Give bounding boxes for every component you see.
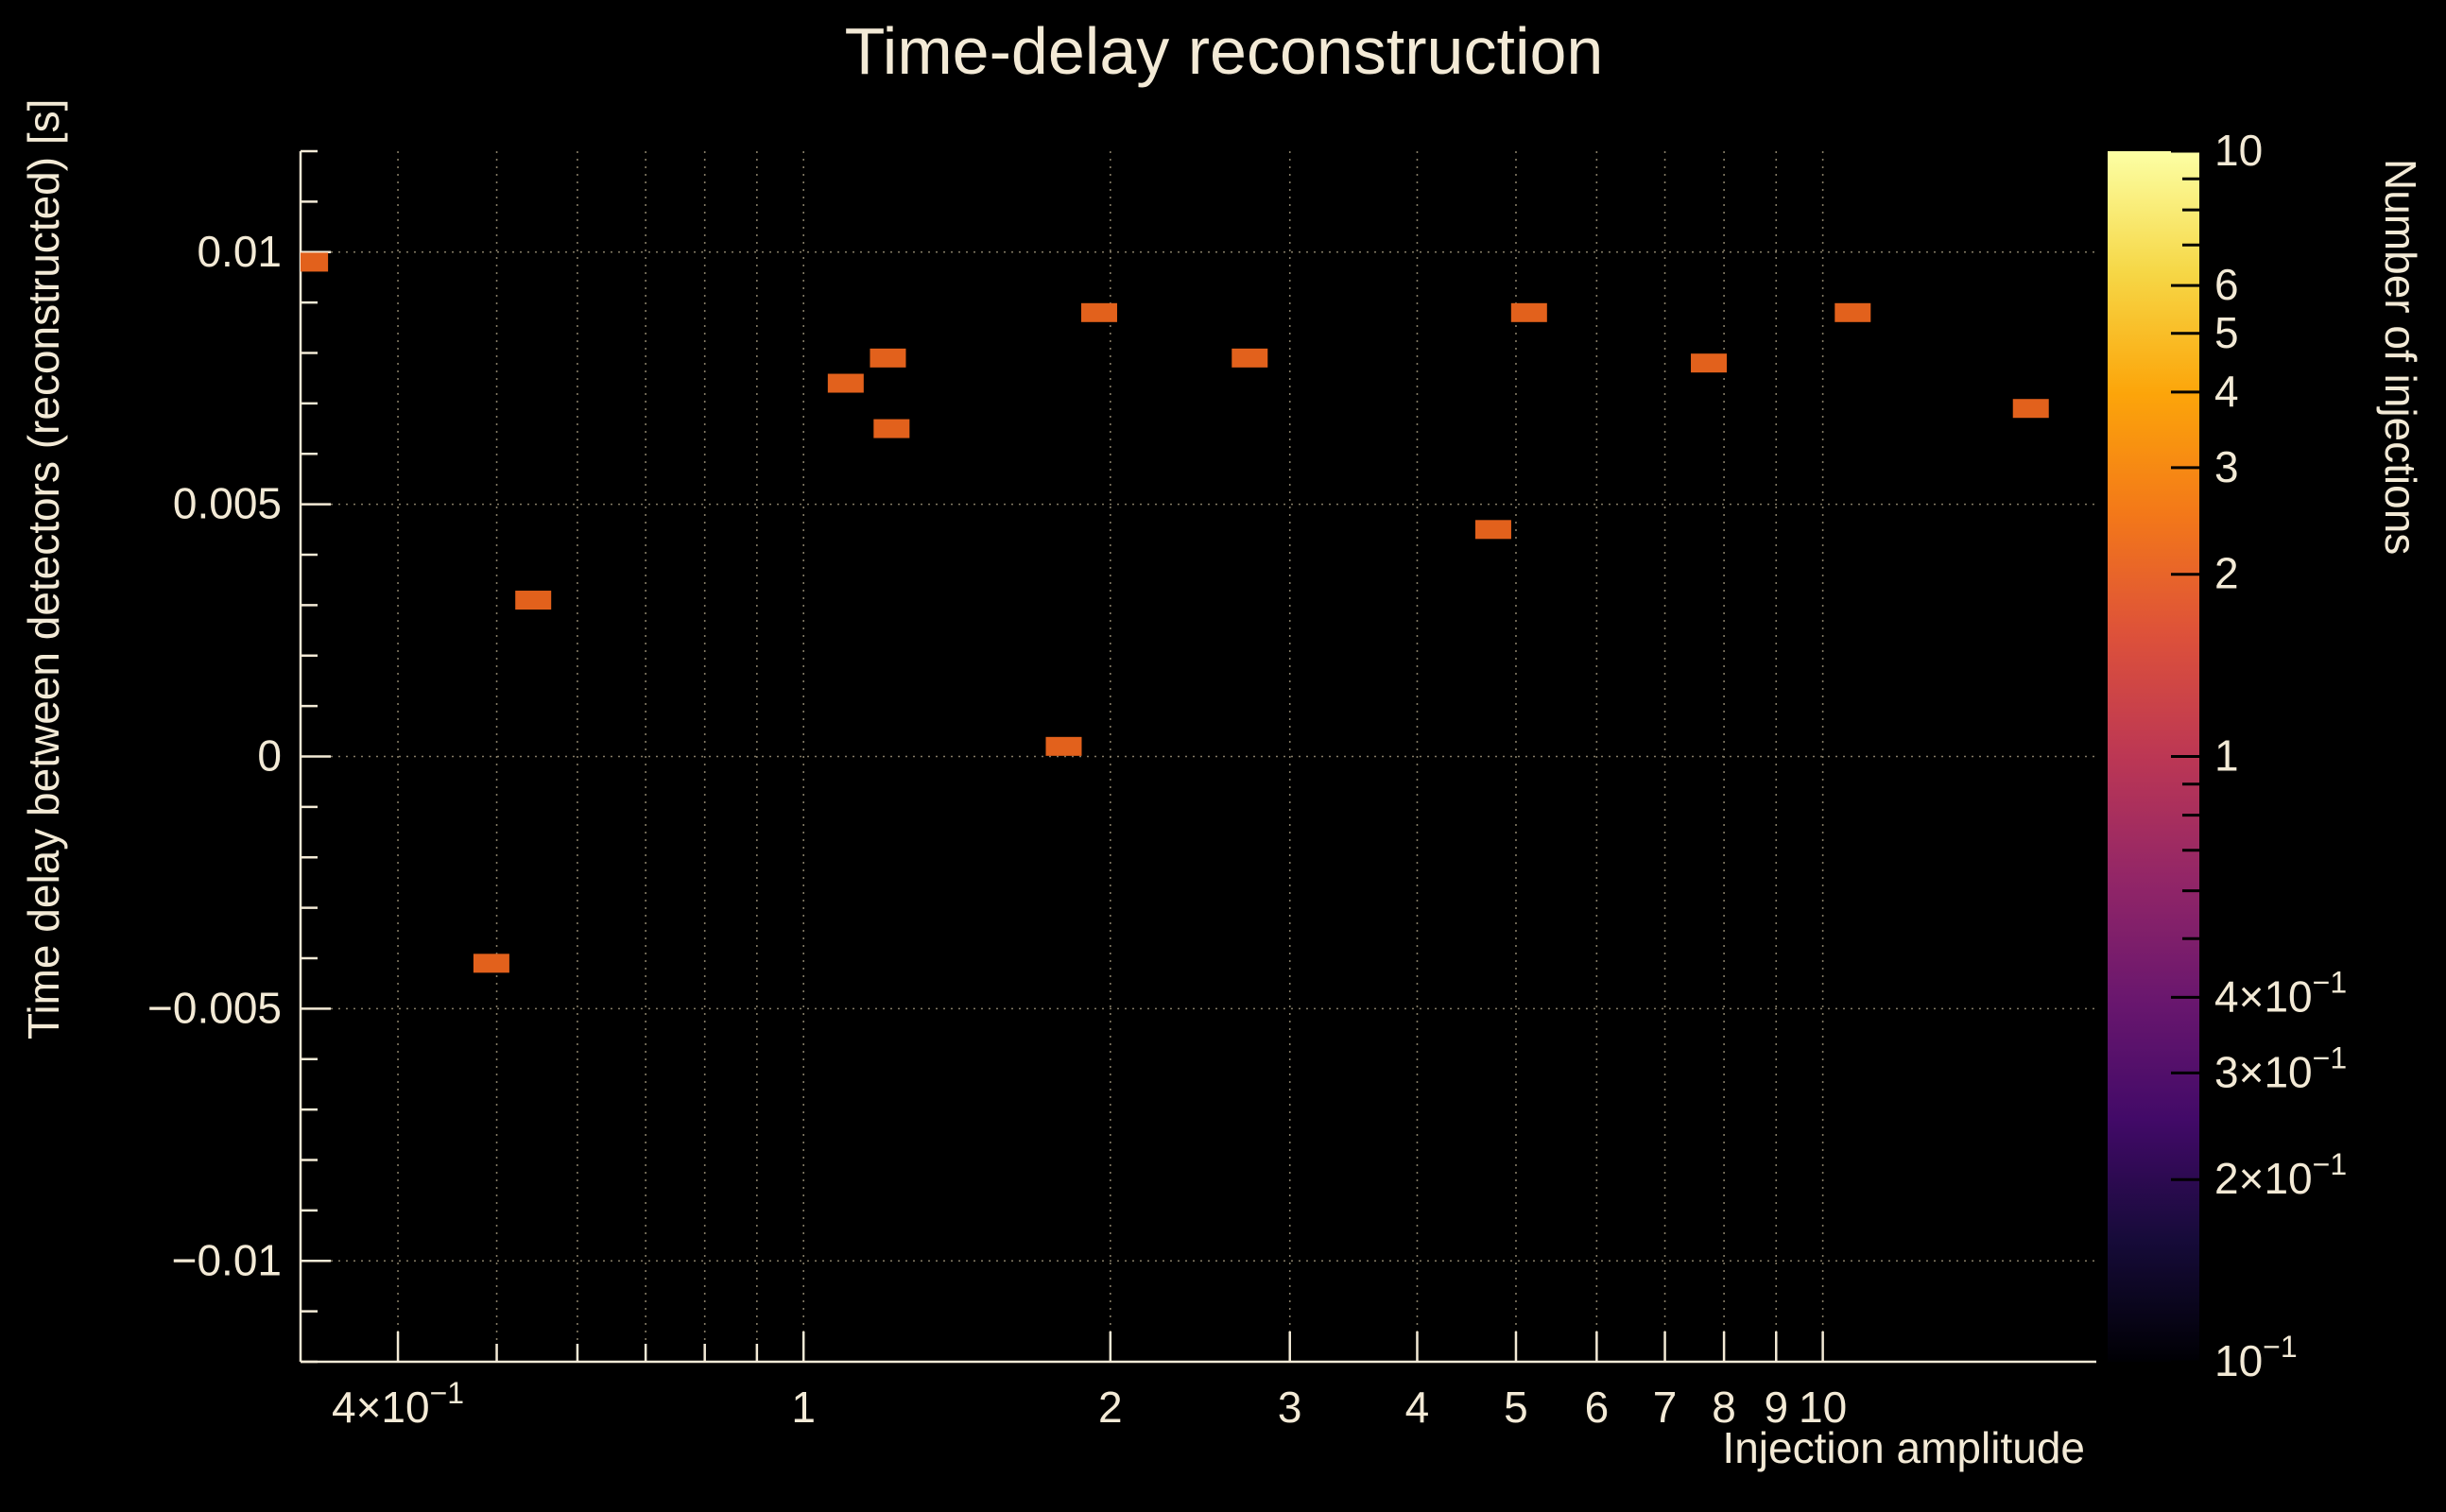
- y-tick-label: 0: [257, 731, 282, 781]
- colorbar-tick-label: 5: [2214, 308, 2239, 357]
- x-tick-label: 7: [1653, 1383, 1678, 1432]
- x-tick-label: 3: [1278, 1383, 1302, 1432]
- x-tick-label: 8: [1712, 1383, 1736, 1432]
- x-tick-label: 4: [1405, 1383, 1430, 1432]
- x-tick-label: 9: [1764, 1383, 1788, 1432]
- colorbar-tick-label: 6: [2214, 260, 2239, 309]
- colorbar-ticks: [2171, 149, 2199, 1364]
- data-points: [301, 252, 2049, 973]
- data-point: [1045, 736, 1082, 756]
- y-tick-label: −0.005: [147, 983, 282, 1032]
- colorbar-tick-label: 3×10−1: [2214, 1040, 2347, 1096]
- colorbar-tick-label: 4×10−1: [2214, 965, 2347, 1021]
- y-tick-label: 0.005: [173, 479, 282, 528]
- x-tick-label: 5: [1504, 1383, 1528, 1432]
- x-tick-label: 2: [1098, 1383, 1123, 1432]
- x-tick-label: 1: [791, 1383, 816, 1432]
- chart-title: Time-delay reconstruction: [845, 14, 1604, 88]
- x-tick-label: 4×10−1: [332, 1376, 464, 1432]
- data-point: [2012, 399, 2049, 419]
- x-tick-label: 6: [1585, 1383, 1610, 1432]
- colorbar-tick-label: 4: [2214, 367, 2239, 416]
- x-axis-title: Injection amplitude: [1722, 1423, 2085, 1472]
- data-point: [301, 252, 329, 272]
- colorbar-tick-label: 10−1: [2214, 1330, 2298, 1385]
- data-point: [1474, 520, 1511, 540]
- colorbar-tick-label: 2: [2214, 549, 2239, 598]
- data-point: [873, 419, 910, 438]
- colorbar-tick-label: 10: [2214, 126, 2263, 175]
- data-point: [1510, 302, 1547, 322]
- data-point: [1691, 353, 1728, 373]
- data-point: [870, 348, 906, 368]
- y-tick-label: 0.01: [197, 227, 282, 276]
- data-point: [1080, 302, 1117, 322]
- y-tick-labels: 0.01 0.005 0 −0.005 −0.01: [147, 227, 282, 1285]
- colorbar-tick-label: 2×10−1: [2214, 1147, 2347, 1203]
- axes: [299, 149, 2096, 1364]
- grid: [301, 151, 2096, 1362]
- colorbar-title: Number of injections: [2376, 159, 2425, 555]
- y-tick-label: −0.01: [172, 1235, 282, 1284]
- x-tick-label: 10: [1799, 1383, 1847, 1432]
- data-point: [1232, 348, 1268, 368]
- x-tick-labels: 4×10−1 1 2 3 4 5 6 7 8 9 10: [332, 1376, 1847, 1432]
- data-point: [473, 954, 509, 973]
- colorbar-tick-label: 1: [2214, 731, 2239, 781]
- colorbar-labels: 10 65 4 3 2 1 4×10−1 3×10−1 2×10−1 10−1: [2214, 126, 2347, 1385]
- y-axis-title: Time delay between detectors (reconstruc…: [19, 99, 68, 1040]
- data-point: [1834, 302, 1871, 322]
- colorbar-tick-label: 3: [2214, 442, 2239, 491]
- data-point: [515, 591, 552, 610]
- data-point: [827, 373, 864, 393]
